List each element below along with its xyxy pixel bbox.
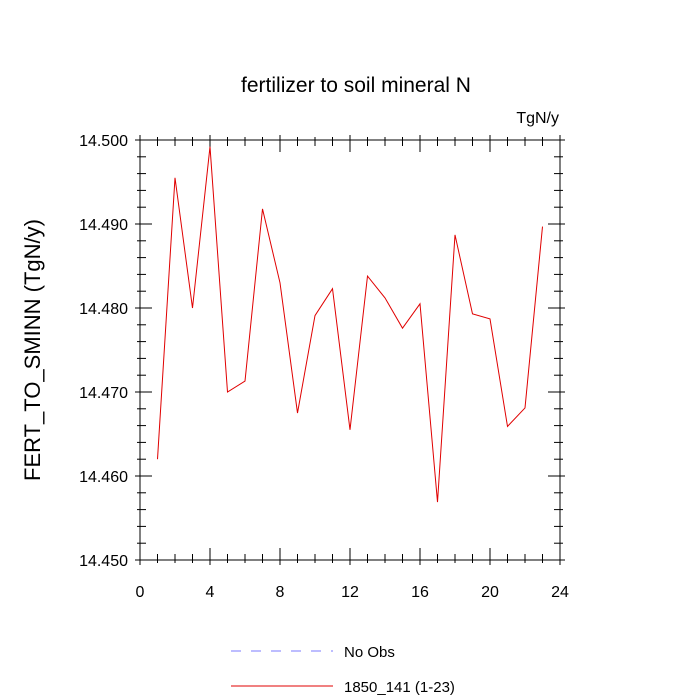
x-tick-label: 24 [551,584,569,601]
y-tick-label: 14.450 [79,553,128,570]
series-layer [157,146,543,503]
y-tick-label: 14.480 [79,301,128,318]
x-tick-label: 16 [411,584,429,601]
plot-frame [139,139,561,561]
legend: No Obs 1850_141 (1-23) [231,644,455,696]
units-label: TgN/y [516,110,559,127]
y-tick-label: 14.490 [79,217,128,234]
legend-label: 1850_141 (1-23) [344,679,455,696]
x-tick-label: 0 [136,584,145,601]
chart-title: fertilizer to soil mineral N [241,74,471,97]
x-tick-label: 12 [341,584,359,601]
tick-labels: 0 4 8 12 16 20 24 14.450 14.460 14.470 14.480 14.49… [79,133,569,601]
axis-ticks [135,135,565,565]
x-tick-label: 4 [206,584,215,601]
legend-label: No Obs [344,644,395,661]
series-line [157,146,543,503]
y-tick-label: 14.460 [79,469,128,486]
x-tick-label: 8 [276,584,285,601]
x-tick-label: 20 [481,584,499,601]
y-axis-label: FERT_TO_SMINN (TgN/y) [20,219,45,481]
y-tick-label: 14.470 [79,385,128,402]
y-tick-label: 14.500 [79,133,128,150]
